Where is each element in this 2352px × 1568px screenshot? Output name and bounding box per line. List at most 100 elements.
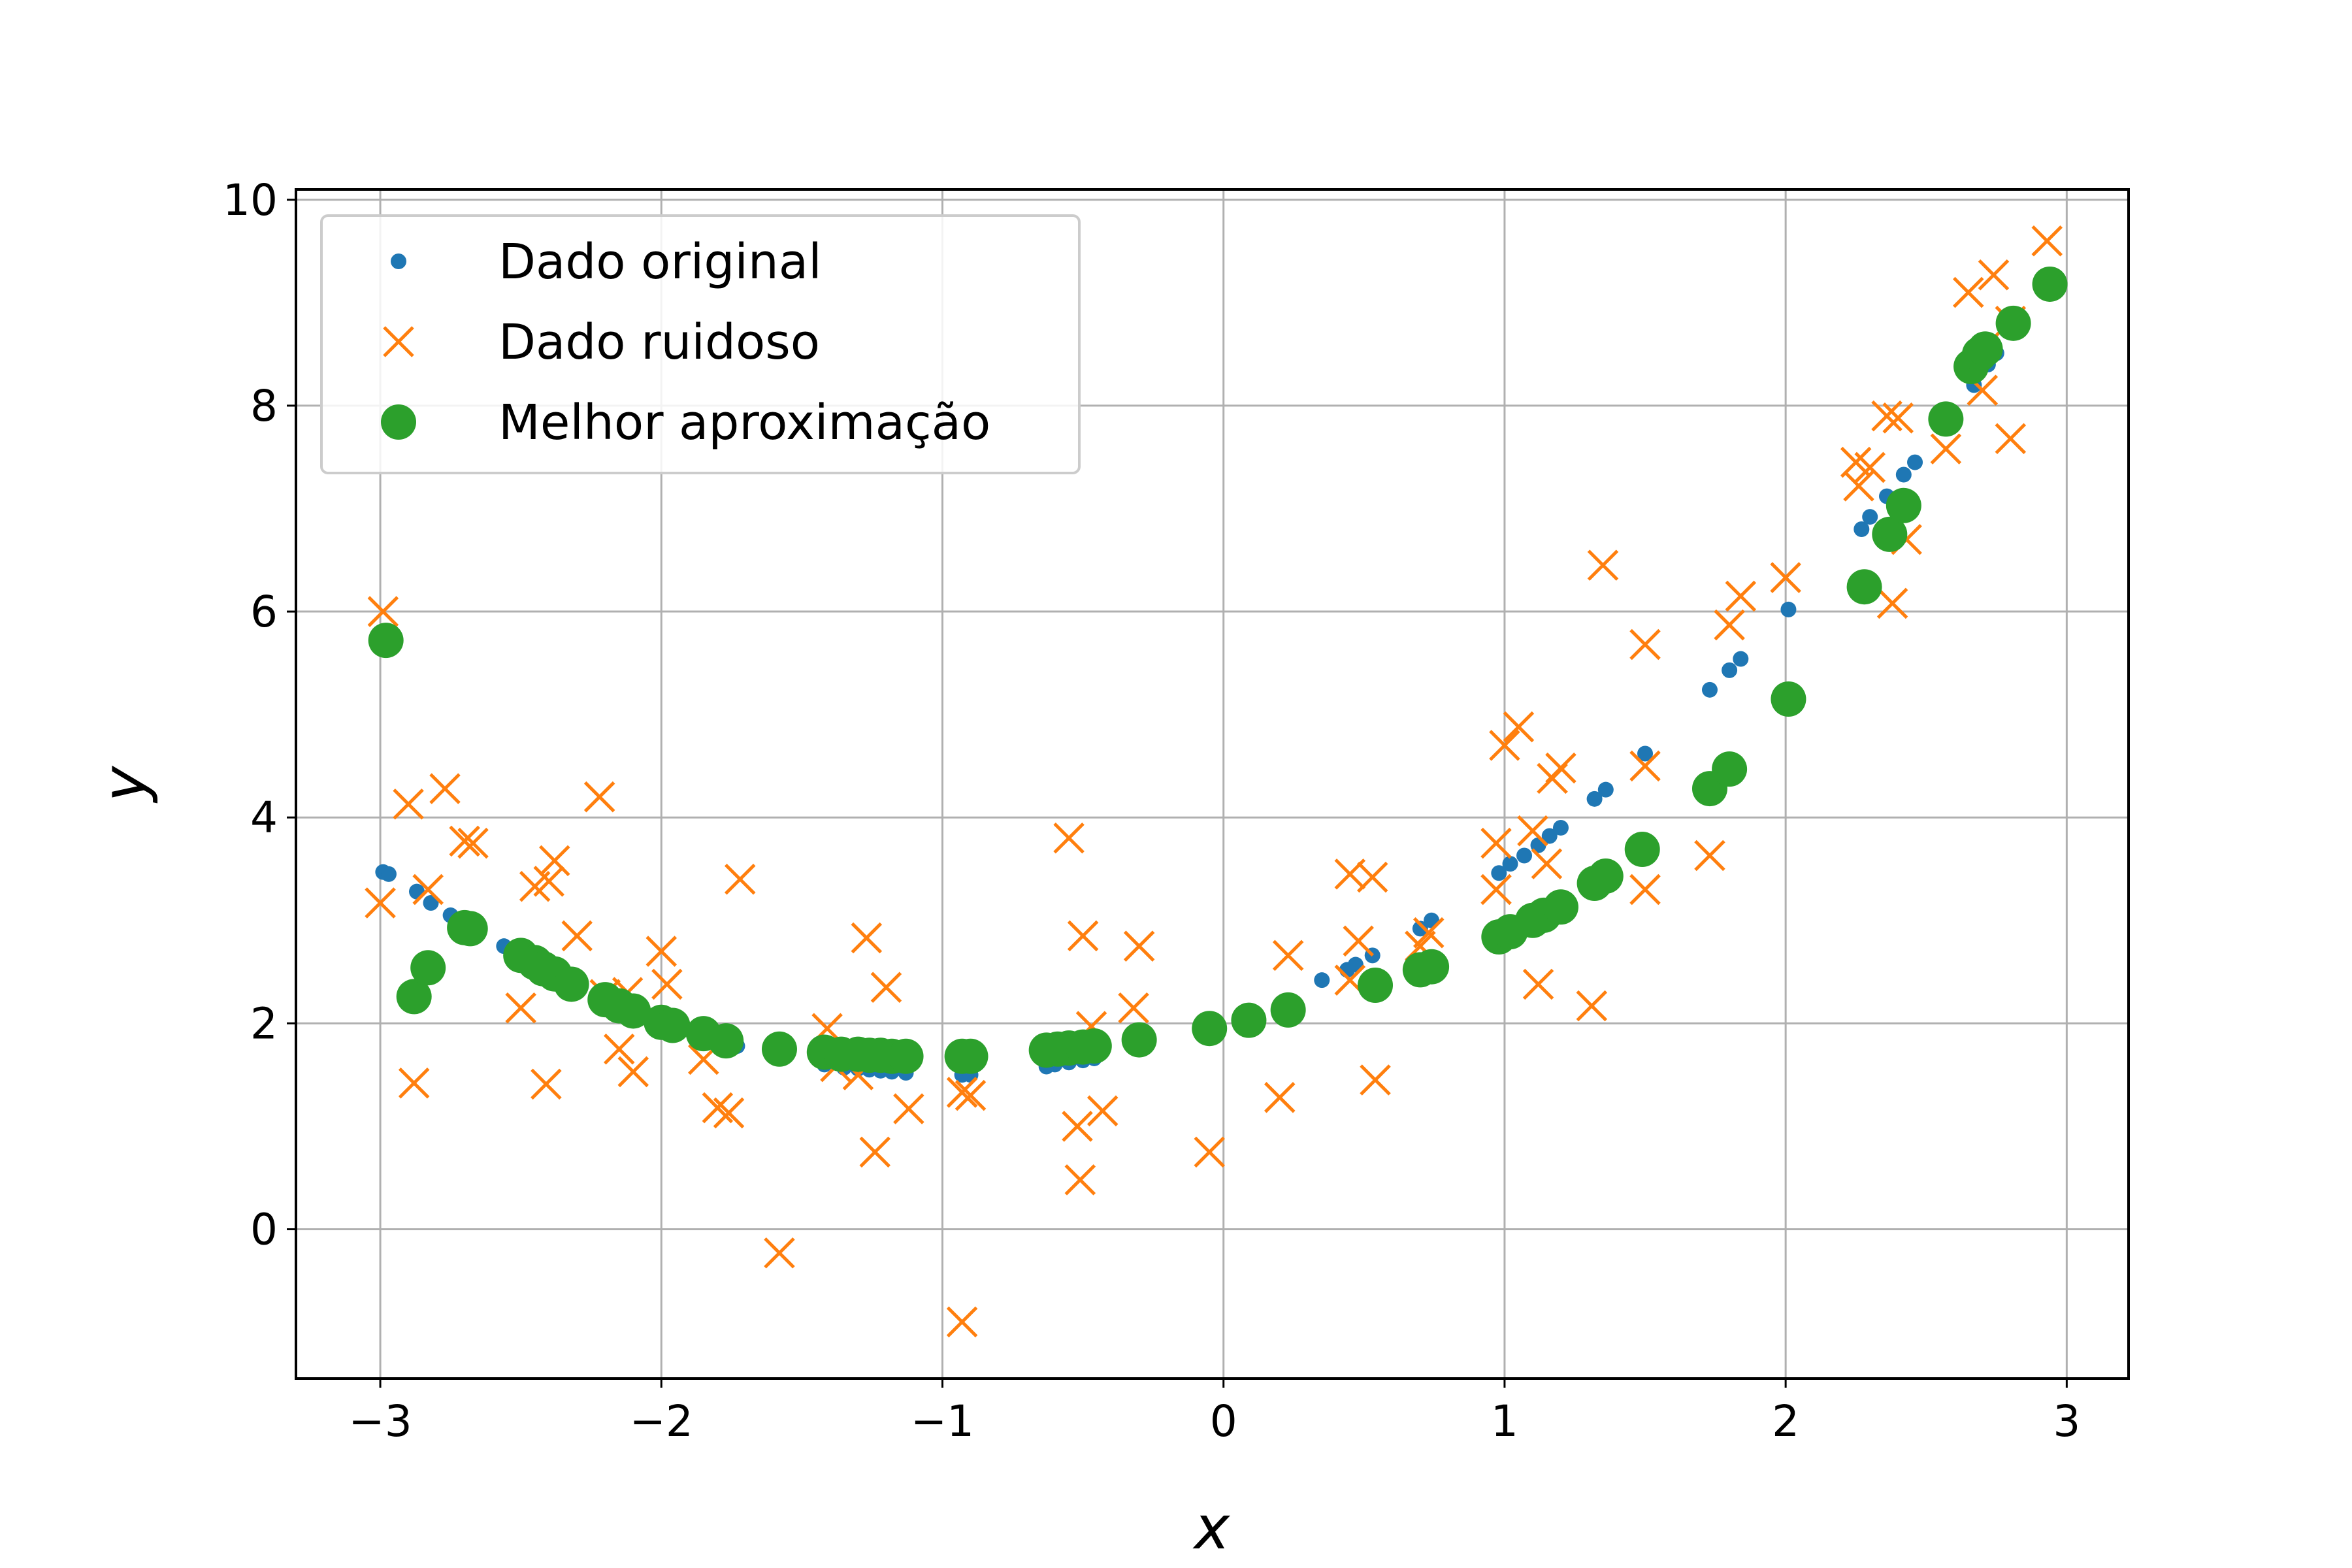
data-point bbox=[870, 972, 902, 1003]
x-marker-stroke bbox=[955, 1079, 987, 1111]
x-marker-stroke bbox=[617, 1056, 649, 1088]
data-point bbox=[457, 827, 489, 859]
y-tick-label: 10 bbox=[223, 175, 278, 225]
x-marker-stroke bbox=[1930, 433, 1962, 465]
x-marker-stroke bbox=[1725, 580, 1757, 612]
data-point bbox=[651, 968, 683, 1000]
data-point bbox=[1725, 580, 1757, 612]
x-marker-stroke bbox=[1854, 451, 1886, 483]
data-point bbox=[553, 966, 589, 1002]
x-marker-stroke bbox=[1356, 861, 1388, 893]
data-point bbox=[1194, 1136, 1225, 1168]
x-marker-stroke bbox=[702, 1092, 734, 1124]
data-point bbox=[1516, 847, 1533, 864]
legend-box bbox=[320, 214, 1081, 474]
x-marker-stroke bbox=[1953, 276, 1984, 308]
data-point bbox=[655, 1007, 691, 1043]
x-marker-stroke bbox=[651, 968, 683, 1000]
y-tick-label: 4 bbox=[250, 792, 278, 843]
data-point bbox=[888, 1038, 924, 1074]
x-marker-stroke bbox=[412, 874, 444, 906]
x-marker-stroke bbox=[1629, 874, 1661, 906]
data-point bbox=[1491, 865, 1507, 881]
data-point bbox=[1502, 856, 1518, 872]
data-point bbox=[713, 1097, 745, 1129]
data-point bbox=[539, 845, 570, 877]
data-point bbox=[1637, 745, 1654, 762]
data-point bbox=[617, 1056, 649, 1088]
x-marker-stroke bbox=[429, 773, 461, 804]
x-marker-stroke bbox=[2031, 225, 2063, 257]
x-marker-stroke bbox=[893, 1093, 924, 1124]
data-point bbox=[365, 887, 396, 919]
data-point bbox=[1854, 451, 1886, 483]
x-marker-stroke bbox=[1587, 549, 1619, 581]
data-point bbox=[1586, 791, 1603, 807]
data-point bbox=[2031, 225, 2063, 257]
x-marker-stroke bbox=[1360, 1064, 1391, 1096]
x-marker-stroke bbox=[393, 788, 424, 820]
data-point bbox=[645, 936, 678, 967]
data-point bbox=[1587, 549, 1619, 581]
data-point bbox=[452, 911, 488, 947]
x-marker-stroke bbox=[1770, 562, 1801, 593]
y-tick-label: 8 bbox=[250, 381, 278, 431]
data-point bbox=[1722, 662, 1738, 678]
data-point bbox=[1531, 848, 1563, 879]
data-point bbox=[1701, 681, 1718, 698]
data-point bbox=[1541, 828, 1558, 844]
x-marker-stroke bbox=[1629, 629, 1661, 661]
data-point bbox=[398, 1067, 430, 1099]
data-point bbox=[1358, 968, 1394, 1004]
x-marker-stroke bbox=[1545, 752, 1576, 784]
data-point bbox=[1862, 509, 1878, 525]
axis-ticks: −3 −2 −1 0 1 2 3 0 2 4 6 8 10 bbox=[223, 175, 2080, 1446]
legend: Dado original Dado ruidoso Melhor aproxima… bbox=[320, 214, 1081, 474]
x-marker-stroke bbox=[365, 887, 396, 919]
x-marker-stroke bbox=[1086, 1095, 1119, 1127]
x-marker-stroke bbox=[1503, 711, 1535, 743]
x-marker-stroke bbox=[531, 1068, 562, 1100]
x-marker-stroke bbox=[1995, 423, 2027, 455]
legend-label: Dado ruidoso bbox=[498, 314, 820, 370]
data-point bbox=[946, 1077, 978, 1108]
data-point bbox=[953, 1038, 988, 1074]
x-marker-stroke bbox=[1272, 939, 1304, 972]
x-marker-stroke bbox=[1978, 259, 2010, 291]
data-point bbox=[1576, 990, 1608, 1022]
data-point bbox=[1118, 992, 1149, 1024]
data-point bbox=[410, 950, 446, 986]
data-point bbox=[368, 623, 404, 659]
data-point bbox=[1356, 861, 1388, 893]
data-point bbox=[505, 992, 536, 1024]
data-point bbox=[708, 1023, 744, 1059]
x-tick-label: 3 bbox=[2053, 1396, 2080, 1446]
data-point bbox=[1953, 276, 1984, 308]
data-point bbox=[1629, 874, 1661, 906]
x-tick-label: −3 bbox=[348, 1396, 412, 1446]
data-point bbox=[1871, 400, 1903, 432]
data-point bbox=[1978, 259, 2010, 291]
x-marker-stroke bbox=[1876, 587, 1908, 619]
x-tick-label: 0 bbox=[1210, 1396, 1237, 1446]
x-marker-stroke bbox=[1062, 1111, 1093, 1142]
data-point bbox=[1412, 921, 1428, 937]
x-marker-stroke bbox=[1334, 964, 1366, 996]
x-marker-stroke bbox=[383, 326, 414, 357]
x-marker-stroke bbox=[645, 936, 678, 967]
x-marker-stroke bbox=[946, 1306, 978, 1338]
x-marker-stroke bbox=[1871, 400, 1903, 432]
data-point bbox=[1123, 930, 1155, 962]
data-point bbox=[615, 993, 651, 1029]
legend-marker bbox=[381, 404, 416, 440]
data-point bbox=[1928, 401, 1964, 437]
x-marker-stroke bbox=[1480, 874, 1512, 906]
x-marker-stroke bbox=[583, 781, 615, 813]
x-marker-stroke bbox=[1194, 1136, 1225, 1168]
x-marker-stroke bbox=[533, 866, 564, 897]
data-point bbox=[946, 1306, 978, 1338]
x-marker-stroke bbox=[1264, 1082, 1296, 1113]
data-point bbox=[893, 1093, 924, 1124]
data-point bbox=[1192, 1011, 1228, 1047]
data-point bbox=[1067, 920, 1099, 952]
